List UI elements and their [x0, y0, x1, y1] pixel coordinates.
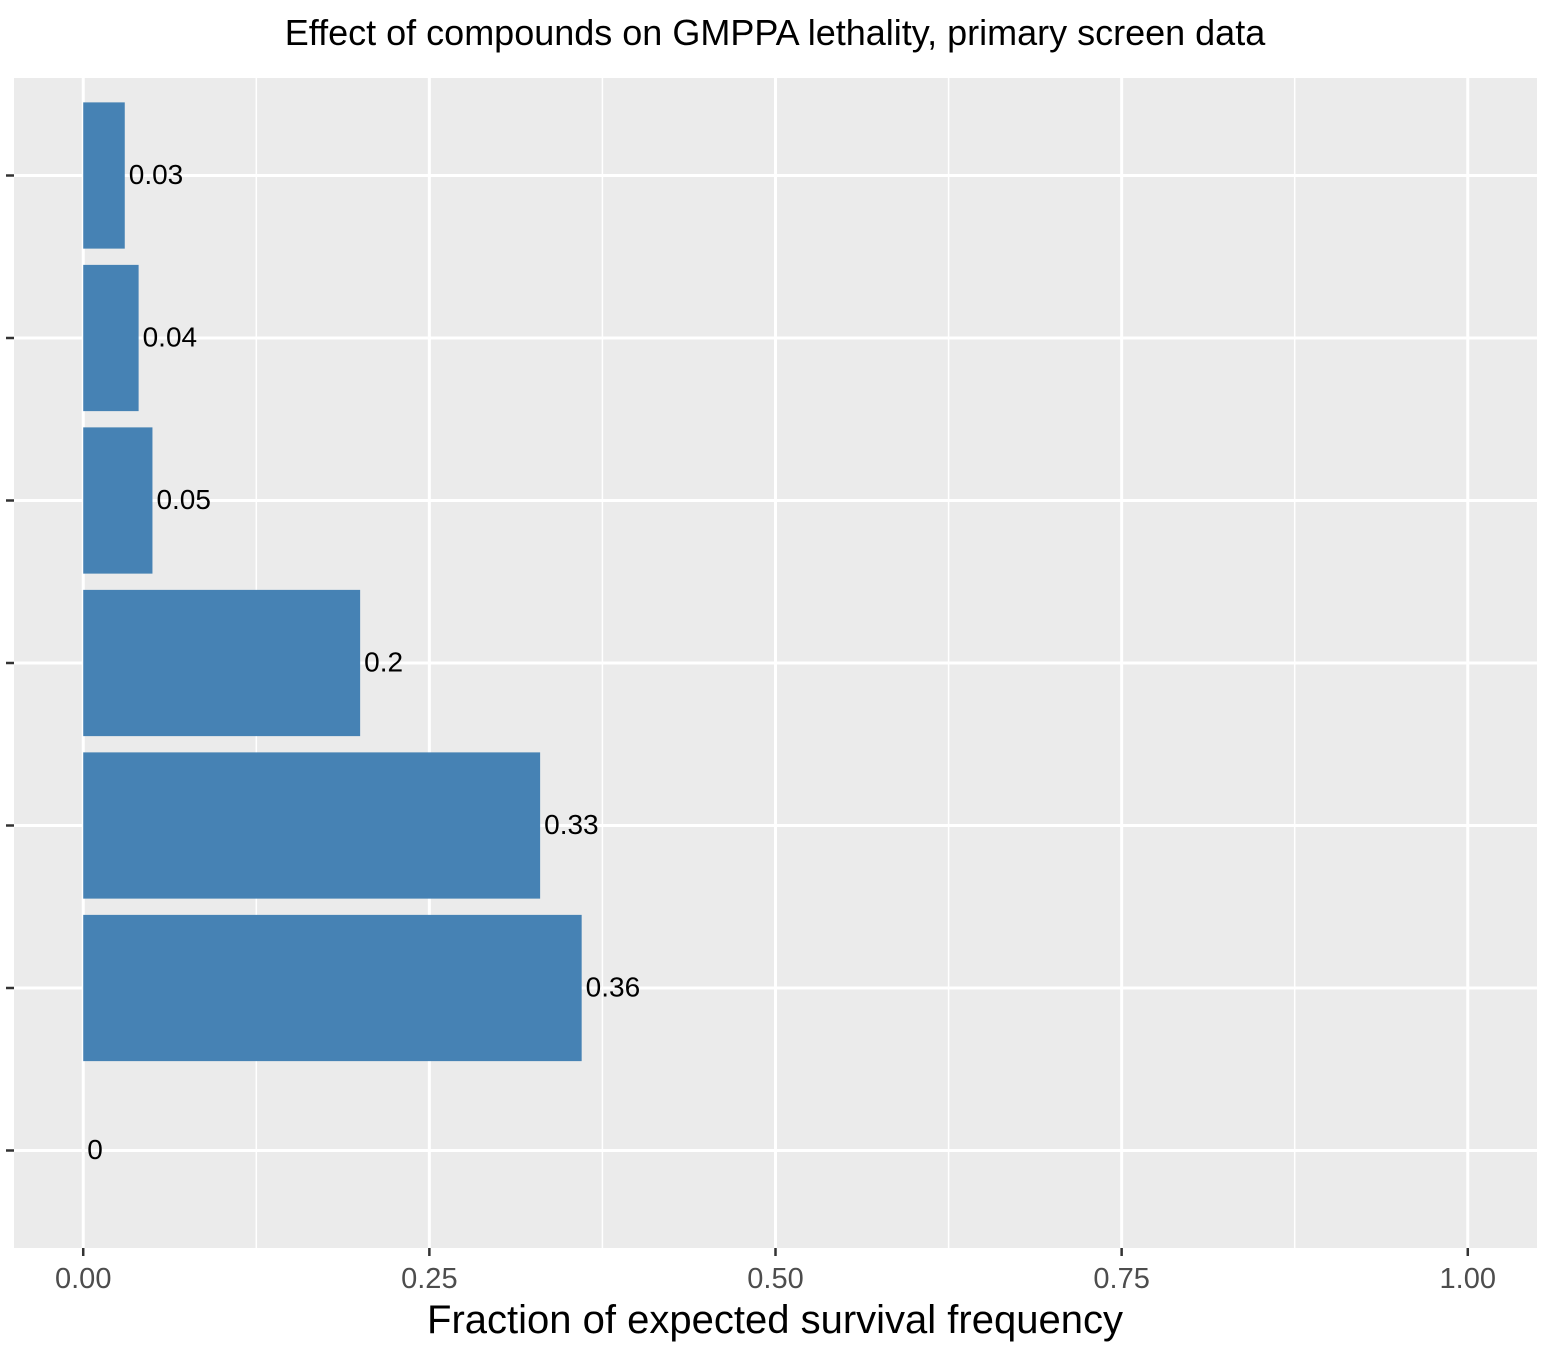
data-label: 0.05	[156, 484, 211, 515]
x-axis-title: Fraction of expected survival frequency	[427, 1298, 1123, 1342]
axes: 0.00 0.25 0.50 0.75 1.00	[6, 174, 1496, 1295]
bar	[83, 914, 582, 1062]
x-tick-label: 0.25	[401, 1263, 457, 1295]
data-label: 0.2	[364, 646, 403, 677]
data-label: 0.36	[586, 971, 641, 1002]
bars	[83, 102, 582, 1062]
grid	[14, 78, 1537, 1248]
x-tick-label: 0.00	[55, 1263, 111, 1295]
x-tick-label: 1.00	[1440, 1263, 1496, 1295]
bar	[83, 427, 153, 574]
bar	[83, 752, 541, 899]
bar	[83, 102, 125, 249]
data-label: 0.03	[129, 159, 184, 190]
bar	[83, 264, 139, 412]
data-label: 0.04	[143, 321, 198, 352]
data-labels: 0 0.36 0.33 0.2 0.05 0.04 0.03	[87, 159, 640, 1165]
x-tick-label: 0.50	[747, 1263, 803, 1295]
chart-title: Effect of compounds on GMPPA lethality, …	[285, 12, 1266, 53]
x-tick-label: 0.75	[1093, 1263, 1149, 1295]
bar	[83, 589, 361, 737]
data-label: 0	[87, 1134, 103, 1165]
data-label: 0.33	[544, 809, 599, 840]
